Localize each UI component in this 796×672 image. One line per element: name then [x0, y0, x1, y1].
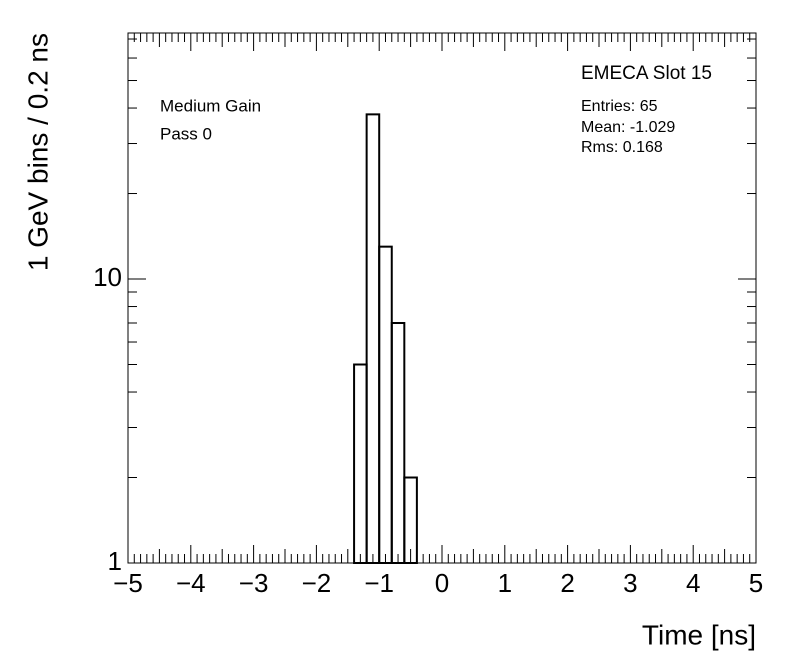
x-tick-label: 0	[435, 568, 449, 598]
y-axis-title: 1 GeV bins / 0.2 ns	[22, 33, 53, 271]
x-tick-label: −1	[364, 568, 394, 598]
x-tick-label: 3	[623, 568, 637, 598]
y-tick-label: 1	[108, 546, 122, 576]
x-tick-label: −2	[302, 568, 332, 598]
x-tick-label: −5	[113, 568, 143, 598]
chart-title: EMECA Slot 15	[581, 63, 712, 84]
x-tick-label: 1	[498, 568, 512, 598]
y-tick-label: 10	[93, 262, 122, 292]
x-tick-label: 2	[560, 568, 574, 598]
x-tick-label: 4	[686, 568, 700, 598]
x-tick-label: 5	[749, 568, 763, 598]
x-tick-label: −3	[239, 568, 269, 598]
annotation: Medium Gain	[160, 96, 261, 115]
plot-frame	[127, 32, 757, 564]
x-tick-label: −4	[176, 568, 206, 598]
stats-mean: Mean: -1.029	[581, 119, 675, 136]
annotation: Pass 0	[160, 124, 212, 143]
x-axis-title: Time [ns]	[642, 619, 756, 650]
stats-rms: Rms: 0.168	[581, 139, 663, 156]
stats-entries: Entries: 65	[581, 98, 658, 115]
